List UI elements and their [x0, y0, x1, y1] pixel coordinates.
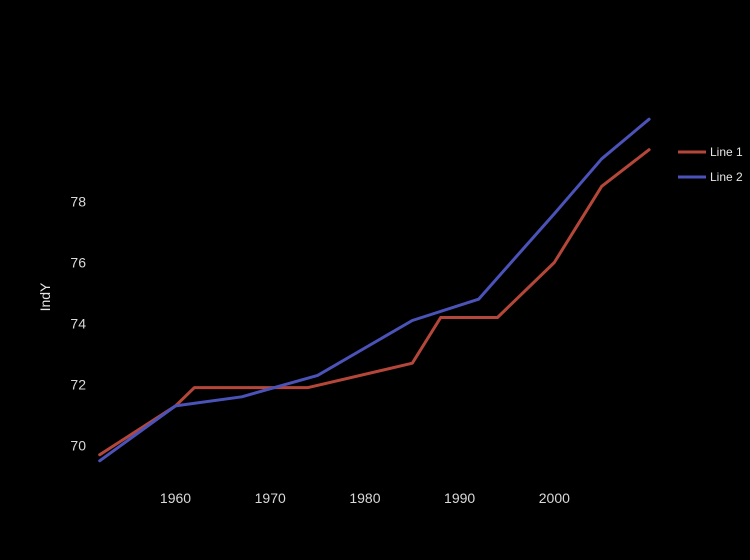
x-axis-ticks: 1960 1970 1980 1990 2000 [160, 490, 570, 506]
series-line-2 [98, 117, 651, 463]
y-axis-ticks: 70 72 74 76 78 [70, 194, 86, 454]
y-axis-title: IndY [37, 282, 53, 311]
legend-label-2: Line 2 [710, 170, 743, 184]
series-line-1 [98, 148, 651, 457]
series-layer [98, 117, 651, 463]
legend: Line 1 Line 2 [678, 145, 743, 184]
legend-label-1: Line 1 [710, 145, 743, 159]
y-tick-label: 70 [70, 438, 86, 454]
x-tick-label: 1970 [255, 490, 286, 506]
x-tick-label: 1980 [349, 490, 380, 506]
y-tick-label: 78 [70, 194, 86, 210]
x-tick-label: 1960 [160, 490, 191, 506]
y-tick-label: 76 [70, 255, 86, 271]
y-tick-label: 72 [70, 377, 86, 393]
x-tick-label: 1990 [444, 490, 475, 506]
y-tick-label: 74 [70, 316, 86, 332]
x-tick-label: 2000 [539, 490, 570, 506]
